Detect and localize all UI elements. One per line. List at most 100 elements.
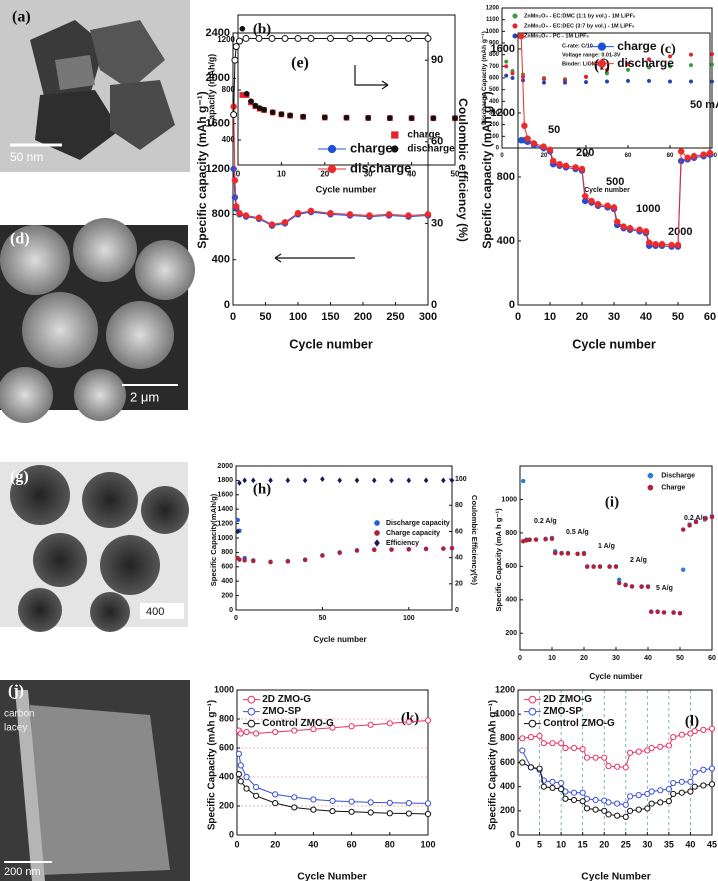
data-point <box>614 763 621 770</box>
data-point <box>552 550 558 556</box>
panel-label: (c) <box>660 42 676 57</box>
y-axis-label: Specific capacity (mAh g⁻¹) <box>480 91 494 249</box>
x-tick-label: 10 <box>544 311 556 323</box>
data-point <box>579 798 586 805</box>
chart: 0 10 20 30 40 50 60 200 400 600 800 1000 (i) Cycle nu… <box>494 465 716 681</box>
data-point <box>613 564 619 569</box>
x-tick-label: 15 <box>578 839 588 849</box>
data-point <box>646 65 652 70</box>
data-point <box>670 734 677 741</box>
y-tick-label: 800 <box>219 713 234 723</box>
data-point <box>517 32 525 40</box>
data-point <box>700 726 707 733</box>
data-point <box>648 800 655 807</box>
data-point <box>648 788 655 795</box>
y-axis-label: Specific Capacity(mAh/g) <box>209 493 218 586</box>
data-point <box>583 80 589 85</box>
data-point <box>578 165 586 173</box>
data-point <box>327 209 334 217</box>
y-tick-label: 1200 <box>217 35 235 44</box>
y2-tick-label: 60 <box>431 136 443 148</box>
x-tick-label: 50 <box>672 311 684 323</box>
x-tick-label: 20 <box>541 153 548 159</box>
data-point <box>639 584 644 590</box>
data-point <box>329 807 336 815</box>
y-tick-label: 800 <box>212 208 230 220</box>
x-tick-label: 0 <box>515 839 520 849</box>
data-point <box>252 102 259 109</box>
y-tick-label: 800 <box>497 171 515 183</box>
data-point <box>549 784 556 791</box>
legend-marker <box>247 707 256 716</box>
y-axis-label: Discharge Capacity (mAh g⁻¹) <box>481 31 488 125</box>
y-tick-label: 1000 <box>214 684 234 694</box>
y-tick-label: 0 <box>509 299 515 311</box>
data-point <box>255 34 263 42</box>
legend-label: Control ZMO-G <box>262 718 334 729</box>
data-point <box>678 731 685 738</box>
x-tick-label: 100 <box>289 311 307 323</box>
data-point <box>572 164 579 171</box>
data-point <box>371 477 377 484</box>
y-tick-label: 1200 <box>491 107 515 119</box>
data-point <box>385 34 393 42</box>
panel-label: (a) <box>12 9 31 26</box>
y-axis-label: Specific capacity (mAh g⁻¹) <box>195 91 209 249</box>
data-point <box>405 810 412 817</box>
data-point <box>366 212 373 219</box>
y-tick-label: 400 <box>219 771 234 781</box>
x-tick-label: 150 <box>321 311 339 323</box>
data-point <box>371 547 377 553</box>
data-point <box>527 764 535 771</box>
x-tick-label: 0 <box>515 311 521 323</box>
y-tick-label: 400 <box>212 254 230 266</box>
legend-marker <box>327 164 337 174</box>
data-point <box>703 516 708 521</box>
data-point <box>424 717 432 724</box>
data-point <box>287 112 293 119</box>
data-point <box>667 64 673 69</box>
data-point <box>570 744 578 752</box>
data-point <box>527 734 535 741</box>
data-point <box>261 106 267 113</box>
data-point <box>524 135 531 142</box>
data-point <box>430 115 437 121</box>
y-tick-label: 800 <box>489 52 500 58</box>
x-tick-label: 40 <box>644 655 652 662</box>
data-point <box>622 801 629 808</box>
data-point <box>449 477 455 484</box>
data-point <box>680 527 686 532</box>
y-tick-label: 1200 <box>495 684 515 694</box>
data-point <box>278 111 285 117</box>
y-axis-label: Specific Capacity (mAh g⁻¹) <box>488 700 499 830</box>
y-tick-label: 1800 <box>217 477 233 484</box>
data-point <box>337 550 342 556</box>
data-point <box>670 790 677 798</box>
chart: 0 10 20 30 40 50 400 800 1200 (b) Cycle number Capa… <box>206 14 460 194</box>
data-point <box>625 61 631 67</box>
x-tick-label: 40 <box>685 839 695 849</box>
data-point <box>709 62 715 67</box>
data-point <box>549 740 556 747</box>
y-tick-label: 2000 <box>206 72 230 84</box>
data-point <box>543 537 548 542</box>
legend-marker <box>512 13 518 19</box>
plot-frame <box>517 32 711 306</box>
data-point <box>541 77 547 82</box>
x-tick-label: 60 <box>625 153 632 159</box>
data-point <box>570 796 578 804</box>
y-tick-label: 600 <box>505 563 517 570</box>
x-axis-label: Cycle number <box>316 184 377 194</box>
data-point <box>424 34 432 42</box>
data-point <box>665 798 672 805</box>
x-tick-label: 100 <box>420 839 435 849</box>
data-point <box>708 765 716 772</box>
legend-marker <box>327 144 337 154</box>
series-line <box>520 36 711 246</box>
y-tick-label: 1200 <box>486 6 500 12</box>
legend-label: ZMO-SP <box>543 706 582 717</box>
data-point <box>504 73 509 78</box>
data-point <box>645 584 651 590</box>
data-point <box>635 792 642 799</box>
data-point <box>366 34 373 42</box>
